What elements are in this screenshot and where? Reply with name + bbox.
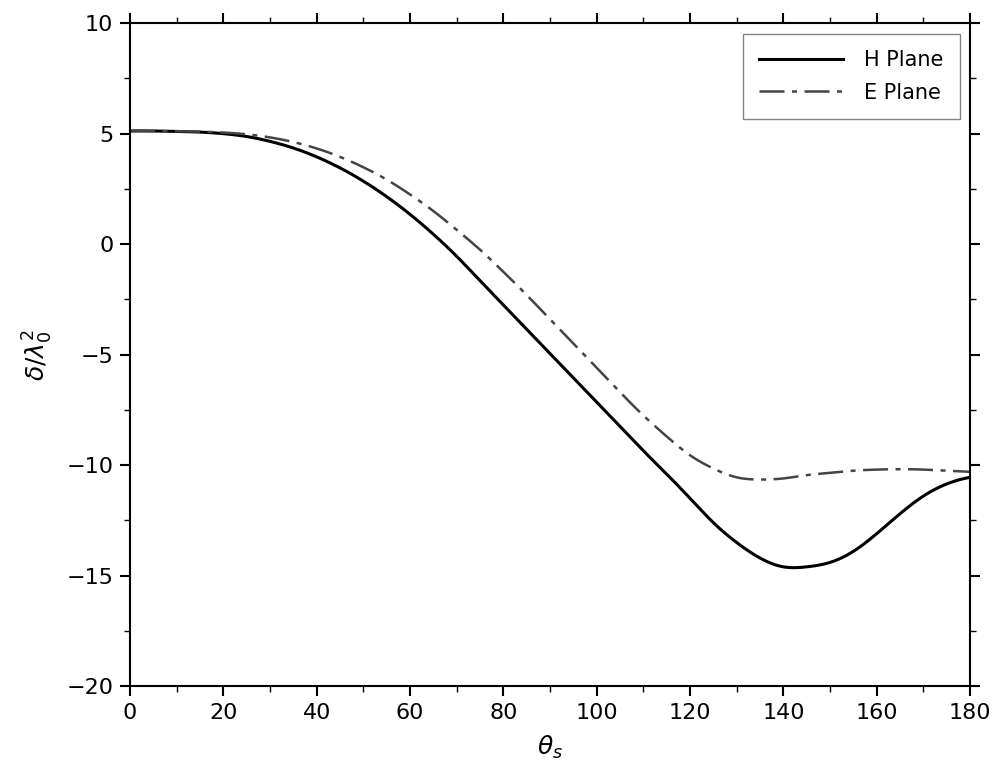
E Plane — [964, 467, 976, 476]
H Plane — [135, 126, 147, 136]
E Plane — [211, 127, 223, 136]
H Plane — [124, 126, 136, 136]
H Plane — [964, 473, 976, 482]
E Plane — [702, 461, 714, 470]
H Plane — [465, 266, 477, 275]
Legend: H Plane, E Plane: H Plane, E Plane — [743, 34, 960, 120]
Line: H Plane: H Plane — [130, 131, 970, 567]
H Plane — [787, 563, 799, 572]
E Plane — [796, 471, 808, 480]
E Plane — [465, 237, 477, 246]
E Plane — [495, 264, 507, 274]
H Plane — [211, 129, 223, 138]
Y-axis label: $\delta/\lambda_0^2$: $\delta/\lambda_0^2$ — [21, 328, 55, 381]
E Plane — [781, 473, 793, 483]
E Plane — [755, 475, 767, 484]
E Plane — [136, 126, 148, 136]
H Plane — [780, 563, 792, 572]
Line: E Plane: E Plane — [130, 131, 970, 480]
E Plane — [124, 126, 136, 136]
H Plane — [796, 563, 808, 572]
H Plane — [702, 513, 714, 522]
X-axis label: $\theta_s$: $\theta_s$ — [537, 734, 563, 761]
H Plane — [495, 298, 507, 307]
